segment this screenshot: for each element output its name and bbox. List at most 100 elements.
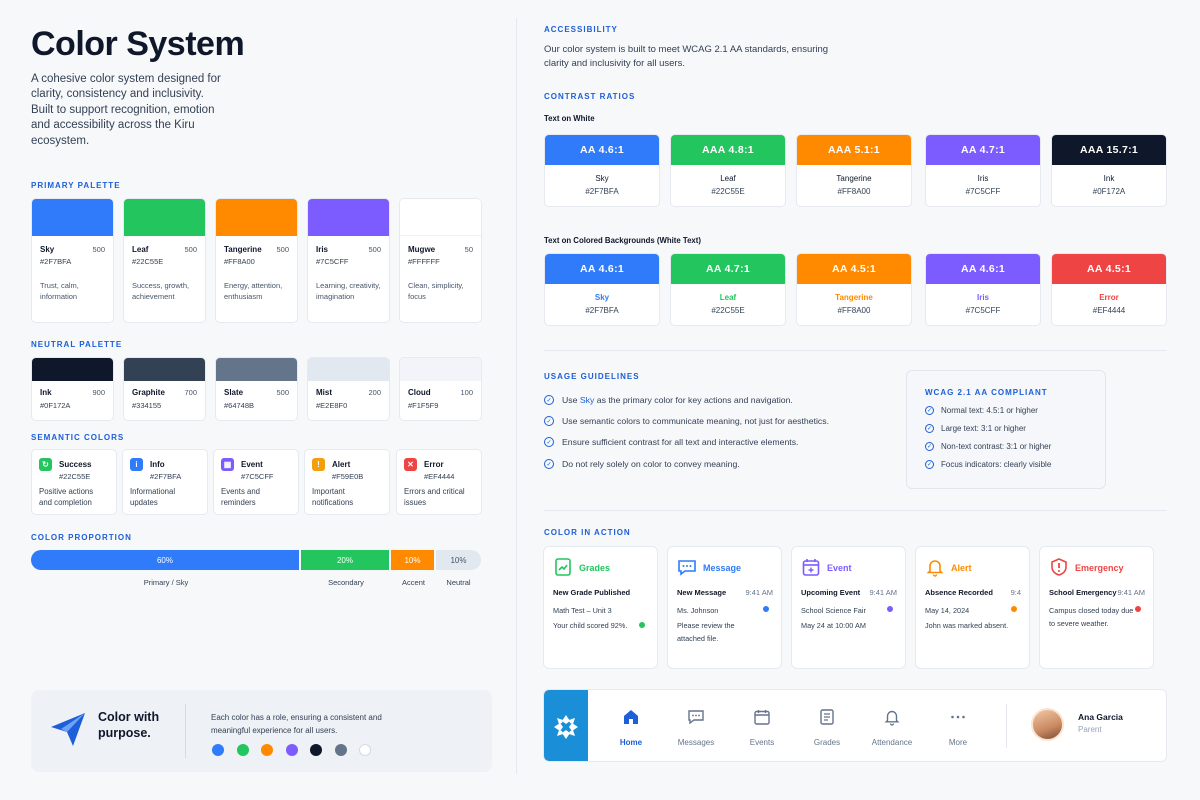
- contrast-color-hex: #2F7BFA: [585, 306, 619, 315]
- wcag-item: ✓ Focus indicators: clearly visible: [925, 460, 1051, 469]
- check-icon: ✓: [925, 424, 934, 433]
- bell-icon: [864, 708, 920, 728]
- guideline-item: ✓ Use semantic colors to communicate mea…: [544, 416, 829, 426]
- contrast-card: AA 4.6:1 Sky #2F7BFA: [544, 253, 660, 326]
- guideline-text: Use Sky as the primary color for key act…: [562, 395, 793, 405]
- notification-type: Alert: [951, 563, 972, 573]
- semantic-hex: #7C5CFF: [241, 472, 274, 481]
- check-icon: ✓: [544, 437, 554, 447]
- color-shade: 700: [184, 388, 197, 397]
- notification-line: May 14, 2024: [925, 606, 970, 615]
- nav-item-more[interactable]: More: [930, 708, 986, 747]
- nav-label: Messages: [677, 738, 715, 747]
- color-name: Slate: [224, 388, 244, 397]
- primary-palette-label: PRIMARY PALETTE: [31, 181, 121, 190]
- notification-line: May 24 at 10:00 AM: [801, 621, 866, 630]
- semantic-color-card: ▦ Event #7C5CFF Events and reminders: [213, 449, 299, 515]
- color-in-action-label: COLOR IN ACTION: [544, 528, 631, 537]
- status-dot: [1011, 606, 1017, 612]
- semantic-name: Success: [59, 460, 92, 469]
- color-proportion-label: COLOR PROPORTION: [31, 533, 132, 542]
- semantic-colors-label: SEMANTIC COLORS: [31, 433, 125, 442]
- notification-card[interactable]: Event Upcoming Event 9:41 AM School Science…: [791, 546, 906, 669]
- bottom-navigation: Home Messages Events Grades Attendance More A…: [543, 689, 1167, 762]
- wcag-item: ✓ Large text: 3:1 or higher: [925, 424, 1026, 433]
- notification-time: 9:41 AM: [1117, 588, 1145, 597]
- nav-divider: [1006, 704, 1007, 748]
- contrast-color-name: Sky: [595, 174, 609, 183]
- paper-plane-icon: [51, 713, 85, 746]
- proportion-segment: 10%: [391, 550, 434, 570]
- color-hex: #7C5CFF: [316, 257, 349, 266]
- notification-card[interactable]: Emergency School Emergency 9:41 AM Campus c…: [1039, 546, 1154, 669]
- user-role: Parent: [1078, 725, 1102, 734]
- contrast-card: AA 4.7:1 Iris #7C5CFF: [925, 134, 1041, 207]
- neutral-color-card: Cloud 100 #F1F5F9: [399, 357, 482, 421]
- nav-label: Events: [749, 738, 775, 747]
- color-hex: #F1F5F9: [408, 401, 439, 410]
- contrast-color-hex: #22C55E: [711, 187, 745, 196]
- grades-icon: [799, 708, 855, 728]
- notification-line: Please review the attached file.: [677, 621, 735, 643]
- color-swatch: [400, 358, 481, 381]
- contrast-color-hex: #7C5CFF: [965, 187, 1001, 196]
- nav-item-grades[interactable]: Grades: [799, 708, 855, 747]
- color-swatch: [308, 358, 389, 381]
- color-dot: [359, 744, 371, 756]
- more-icon: [930, 708, 986, 728]
- notification-card[interactable]: Grades New Grade Published Math Test – Uni…: [543, 546, 658, 669]
- nav-item-events[interactable]: Events: [734, 708, 790, 747]
- divider: [544, 510, 1167, 511]
- guideline-item: ✓ Ensure sufficient contrast for all tex…: [544, 437, 798, 447]
- primary-color-card: Leaf 500 #22C55E Success, growth, achieveme…: [123, 198, 206, 323]
- nav-item-attendance[interactable]: Attendance: [864, 708, 920, 747]
- nav-item-home[interactable]: Home: [603, 708, 659, 747]
- color-name: Iris: [316, 245, 329, 254]
- color-swatch: [308, 199, 389, 236]
- contrast-color-hex: #2F7BFA: [585, 187, 619, 196]
- primary-color-card: Sky 500 #2F7BFA Trust, calm, information: [31, 198, 114, 323]
- proportion-label: Accent: [402, 578, 425, 587]
- avatar[interactable]: [1031, 708, 1064, 741]
- success-icon: ↻: [39, 458, 52, 471]
- messages-icon: [668, 708, 724, 728]
- notification-type: Message: [703, 563, 742, 573]
- contrast-color-name: Iris: [977, 174, 989, 183]
- wcag-text: Non-text contrast: 3:1 or higher: [941, 442, 1052, 451]
- color-name: Mist: [316, 388, 332, 397]
- wcag-compliance-panel: WCAG 2.1 AA COMPLIANT ✓ Normal text: 4.5:…: [906, 370, 1106, 489]
- contrast-card: AA 4.6:1 Iris #7C5CFF: [925, 253, 1041, 326]
- contrast-card: AA 4.5:1 Tangerine #FF8A00: [796, 253, 912, 326]
- calendar-icon: [801, 557, 821, 577]
- contrast-rating: AAA 4.8:1: [671, 135, 785, 165]
- nav-label: Grades: [813, 738, 841, 747]
- nav-item-messages[interactable]: Messages: [668, 708, 724, 747]
- purpose-panel: Color with purpose. Each color has a rol…: [31, 690, 492, 772]
- semantic-hex: #2F7BFA: [150, 472, 182, 481]
- guideline-text: Do not rely solely on color to convey me…: [562, 459, 740, 469]
- notification-heading: Absence Recorded: [925, 588, 993, 597]
- notification-heading: School Emergency: [1049, 588, 1117, 597]
- notification-time: 9:41 AM: [869, 588, 897, 597]
- purpose-title: Color with purpose.: [98, 710, 160, 740]
- proportion-label: Neutral: [446, 578, 471, 587]
- color-shade: 100: [460, 388, 473, 397]
- notification-card[interactable]: Alert Absence Recorded 9:4 May 14, 2024 John…: [915, 546, 1030, 669]
- check-icon: ✓: [544, 459, 554, 469]
- color-name: Tangerine: [224, 245, 262, 254]
- status-dot: [887, 606, 893, 612]
- notification-card[interactable]: Message New Message 9:41 AM Ms. Johnson Plea…: [667, 546, 782, 669]
- semantic-hex: #22C55E: [59, 472, 91, 481]
- notification-line: School Science Fair: [801, 606, 866, 615]
- sky-highlight: Sky: [579, 395, 595, 405]
- contrast-rating: AA 4.6:1: [545, 135, 659, 165]
- guideline-item: ✓ Do not rely solely on color to convey …: [544, 459, 740, 469]
- accessibility-label: ACCESSIBILITY: [544, 25, 618, 34]
- status-dot: [1135, 606, 1141, 612]
- grades-icon: [553, 557, 573, 577]
- color-dot: [236, 744, 249, 756]
- primary-color-card: Tangerine 500 #FF8A00 Energy, attention, en…: [215, 198, 298, 323]
- color-hex: #64748B: [224, 401, 255, 410]
- semantic-color-card: i Info #2F7BFA Informational updates: [122, 449, 208, 515]
- contrast-color-hex: #EF4444: [1092, 306, 1126, 315]
